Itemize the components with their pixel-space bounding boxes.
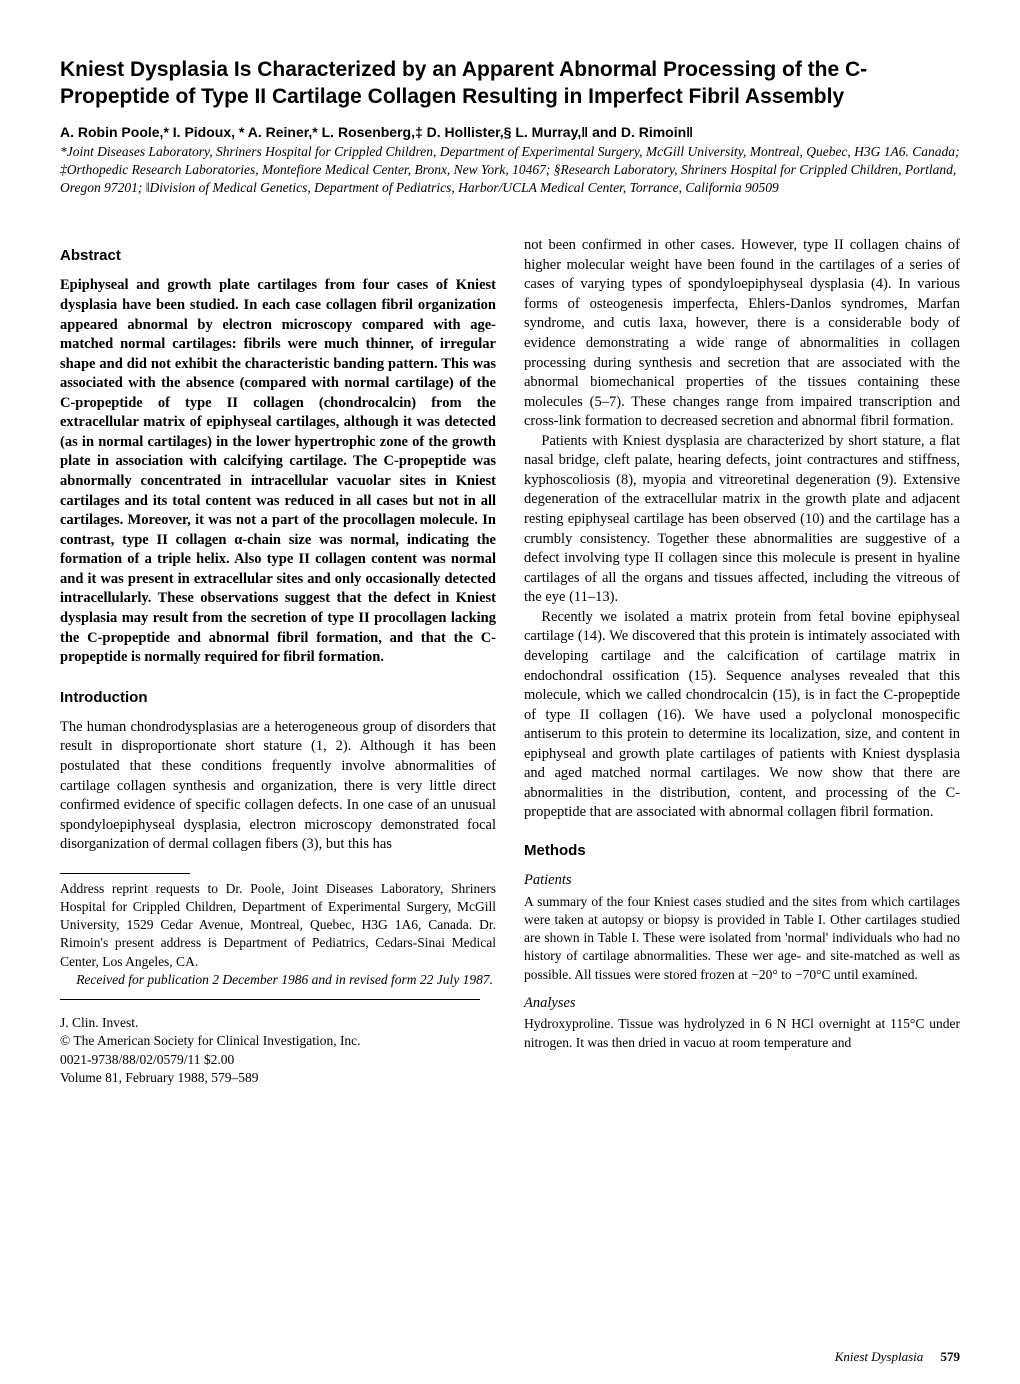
footnote-address: Address reprint requests to Dr. Poole, J… xyxy=(60,880,496,971)
body-paragraph: Recently we isolated a matrix protein fr… xyxy=(524,608,960,823)
abstract-heading: Abstract xyxy=(60,246,496,266)
article-title: Kniest Dysplasia Is Characterized by an … xyxy=(60,56,960,111)
footnote-rule-2 xyxy=(60,999,480,1000)
journal-name: J. Clin. Invest. xyxy=(60,1014,496,1032)
right-column: not been confirmed in other cases. Howev… xyxy=(524,236,960,1087)
running-footer-page: 579 xyxy=(941,1349,961,1364)
authors-line: A. Robin Poole,* I. Pidoux, * A. Reiner,… xyxy=(60,123,960,142)
journal-volume: Volume 81, February 1988, 579–589 xyxy=(60,1069,496,1087)
introduction-heading: Introduction xyxy=(60,688,496,708)
footnote-received: Received for publication 2 December 1986… xyxy=(60,971,496,989)
running-footer: Kniest Dysplasia 579 xyxy=(835,1348,960,1366)
journal-copyright: © The American Society for Clinical Inve… xyxy=(60,1032,496,1050)
abstract-text: Epiphyseal and growth plate cartilages f… xyxy=(60,276,496,667)
running-footer-label: Kniest Dysplasia xyxy=(835,1349,923,1364)
analyses-subheading: Analyses xyxy=(524,994,960,1014)
journal-issn-price: 0021-9738/88/02/0579/11 $2.00 xyxy=(60,1051,496,1069)
patients-text: A summary of the four Kniest cases studi… xyxy=(524,893,960,984)
methods-heading: Methods xyxy=(524,841,960,861)
affiliations: *Joint Diseases Laboratory, Shriners Hos… xyxy=(60,143,960,196)
journal-block: J. Clin. Invest. © The American Society … xyxy=(60,1014,496,1087)
body-paragraph: Patients with Kniest dysplasia are chara… xyxy=(524,432,960,608)
analyses-text: Hydroxyproline. Tissue was hydrolyzed in… xyxy=(524,1015,960,1051)
two-column-layout: Abstract Epiphyseal and growth plate car… xyxy=(60,236,960,1087)
introduction-paragraph: The human chondrodysplasias are a hetero… xyxy=(60,718,496,855)
patients-subheading: Patients xyxy=(524,871,960,891)
left-column: Abstract Epiphyseal and growth plate car… xyxy=(60,236,496,1087)
footnote-rule xyxy=(60,873,190,874)
body-paragraph: not been confirmed in other cases. Howev… xyxy=(524,236,960,432)
